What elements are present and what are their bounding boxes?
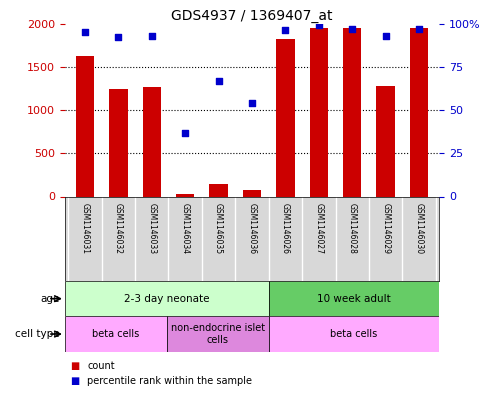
Text: GSM1146029: GSM1146029 [381, 203, 390, 254]
Point [81, 29, 89, 35]
Text: ■: ■ [70, 361, 79, 371]
Text: GSM1146034: GSM1146034 [181, 203, 190, 254]
Bar [269, 281, 439, 316]
Title: GDS4937 / 1369407_at: GDS4937 / 1369407_at [171, 9, 333, 22]
Point [348, 26, 356, 32]
Bar [176, 194, 194, 196]
Bar [143, 87, 161, 196]
Text: GSM1146030: GSM1146030 [415, 203, 424, 254]
Point [148, 33, 156, 39]
Bar [65, 281, 269, 316]
Point [215, 77, 223, 84]
Bar [269, 316, 439, 352]
Bar [410, 28, 428, 196]
Text: ■: ■ [70, 376, 79, 386]
Point [248, 100, 256, 106]
Bar [76, 57, 94, 196]
Bar [167, 316, 269, 352]
Point [114, 34, 122, 40]
Text: GSM1146036: GSM1146036 [248, 203, 256, 254]
Text: cell type: cell type [15, 329, 60, 339]
Text: beta cells: beta cells [330, 329, 378, 339]
Text: percentile rank within the sample: percentile rank within the sample [87, 376, 252, 386]
Text: 2-3 day neonate: 2-3 day neonate [124, 294, 210, 304]
Point [181, 129, 189, 136]
Bar [243, 190, 261, 196]
Bar [109, 89, 128, 196]
Point [281, 28, 289, 34]
Bar [376, 86, 395, 196]
Bar [65, 316, 167, 352]
Text: GSM1146032: GSM1146032 [114, 203, 123, 254]
Text: GSM1146033: GSM1146033 [147, 203, 156, 254]
Text: GSM1146028: GSM1146028 [348, 203, 357, 254]
Point [315, 22, 323, 28]
Text: GSM1146031: GSM1146031 [80, 203, 89, 254]
Text: beta cells: beta cells [92, 329, 140, 339]
Text: GSM1146026: GSM1146026 [281, 203, 290, 254]
Bar [276, 39, 294, 197]
Text: non-endocrine islet
cells: non-endocrine islet cells [171, 323, 265, 345]
Bar [310, 28, 328, 196]
Point [415, 26, 423, 32]
Point [382, 33, 390, 39]
Text: age: age [40, 294, 60, 304]
Bar [210, 184, 228, 196]
Text: count: count [87, 361, 115, 371]
Text: GSM1146035: GSM1146035 [214, 203, 223, 254]
Text: 10 week adult: 10 week adult [317, 294, 391, 304]
Text: GSM1146027: GSM1146027 [314, 203, 323, 254]
Bar [343, 28, 361, 196]
